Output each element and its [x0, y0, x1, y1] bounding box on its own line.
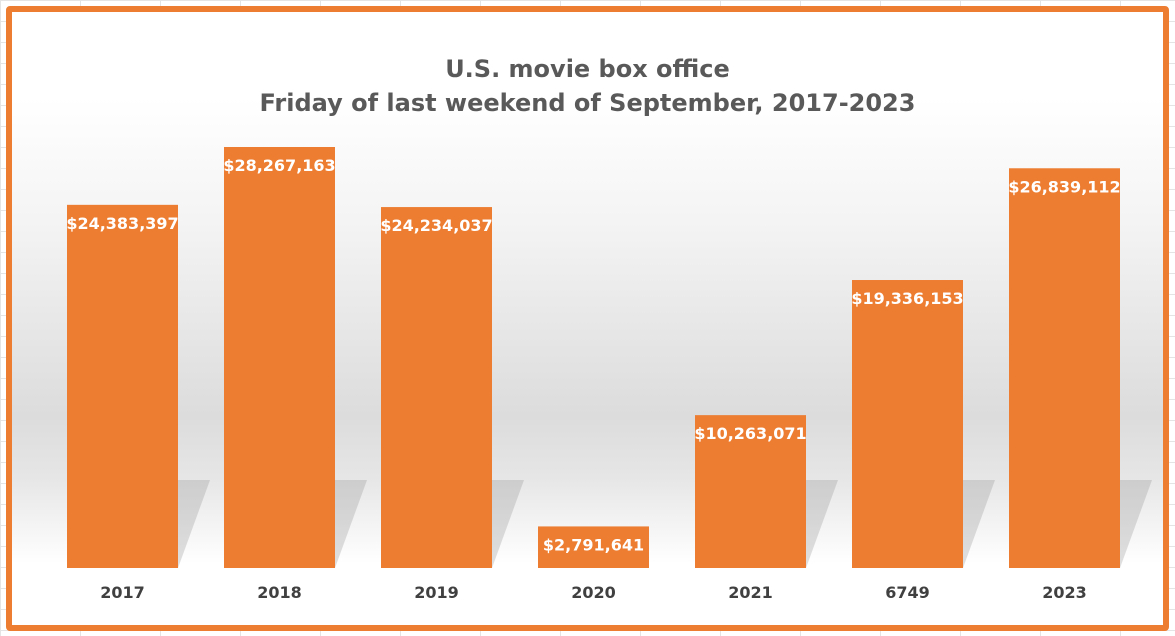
- category-label-2019: 2019: [414, 583, 459, 602]
- data-label-2020: $2,791,641: [543, 535, 644, 554]
- category-label-2018: 2018: [257, 583, 302, 602]
- bar-2023[interactable]: [1009, 168, 1120, 568]
- chart-title: U.S. movie box office: [445, 55, 730, 83]
- category-label-2023: 2023: [1042, 583, 1087, 602]
- plot-area: $24,383,397 $28,267,163 $24,234,037 $2,791,…: [66, 147, 1152, 602]
- bar-2021[interactable]: [695, 415, 806, 568]
- category-label-2021: 2021: [728, 583, 773, 602]
- data-label-2023: $26,839,112: [1008, 177, 1120, 196]
- chart-subtitle: Friday of last weekend of September, 201…: [259, 89, 916, 117]
- bar-2017[interactable]: [67, 204, 178, 569]
- category-label-2017: 2017: [100, 583, 145, 602]
- category-labels: 2017 2018 2019 2020 2021 6749 2023: [100, 583, 1087, 602]
- bar-2018[interactable]: [224, 147, 335, 568]
- category-label-2020: 2020: [571, 583, 616, 602]
- data-labels: $24,383,397 $28,267,163 $24,234,037 $2,791,…: [66, 156, 1120, 554]
- category-label-6749: 6749: [885, 583, 930, 602]
- bar-2020[interactable]: [538, 526, 649, 568]
- data-label-2017: $24,383,397: [66, 214, 178, 233]
- data-label-2018: $28,267,163: [223, 156, 335, 175]
- chart-area[interactable]: U.S. movie box office Friday of last wee…: [6, 6, 1169, 631]
- data-label-2019: $24,234,037: [380, 216, 492, 235]
- chart-title-block: U.S. movie box office Friday of last wee…: [12, 52, 1163, 120]
- bar-6749[interactable]: [852, 280, 963, 568]
- bars: [67, 147, 1120, 569]
- data-label-6749: $19,336,153: [851, 289, 963, 308]
- data-label-2021: $10,263,071: [694, 424, 806, 443]
- bar-2019[interactable]: [381, 207, 492, 568]
